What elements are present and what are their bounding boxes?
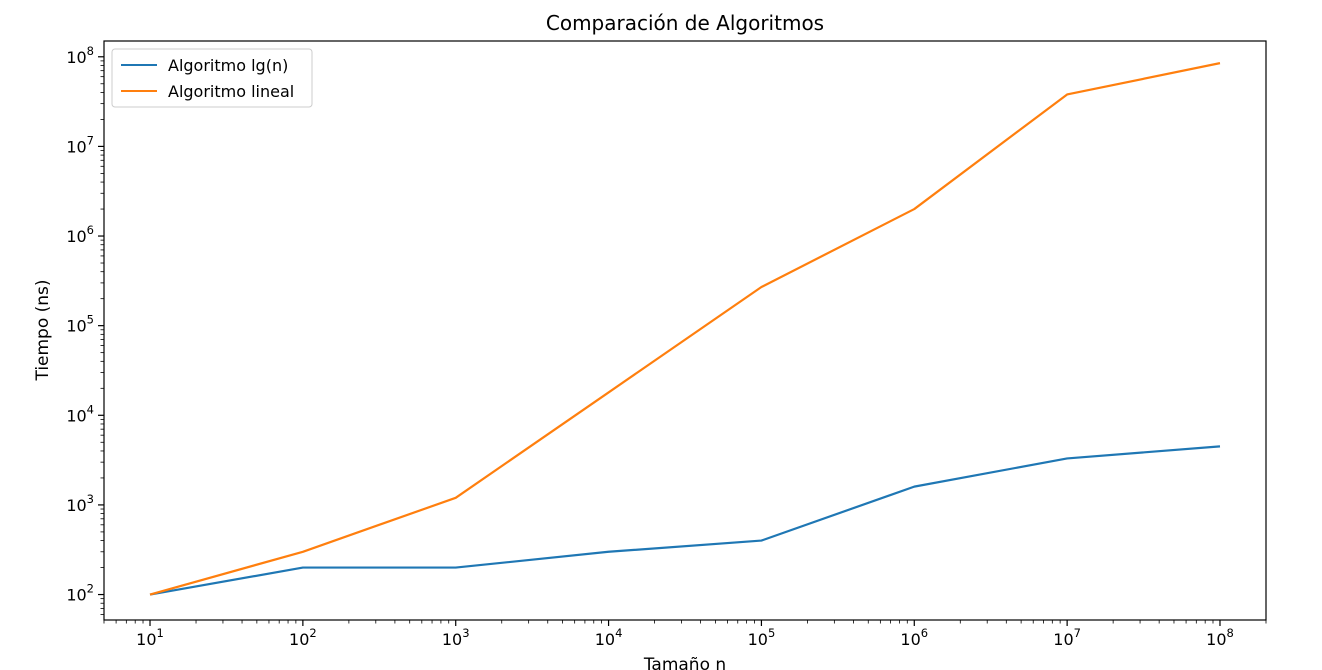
y-axis-label: Tiempo (ns) — [33, 279, 53, 381]
series-line-0 — [149, 445, 1221, 596]
x-tick-label-5: 106 — [900, 626, 928, 649]
legend-label-lg: Algoritmo lg(n) — [168, 56, 288, 75]
x-tick-label-0: 101 — [136, 626, 164, 649]
y-tick-label-4: 106 — [66, 223, 94, 246]
x-axis-label: Tamaño n — [643, 655, 726, 670]
x-tick-label-2: 103 — [442, 626, 470, 649]
y-tick-label-0: 102 — [66, 582, 94, 605]
x-tick-label-7: 108 — [1206, 626, 1234, 649]
legend-box — [111, 48, 313, 108]
x-tick-label-1: 102 — [289, 626, 317, 649]
y-tick-label-3: 105 — [66, 313, 94, 336]
y-tick-label-6: 108 — [66, 44, 94, 67]
x-axis: 101 102 103 104 105 106 107 108 — [103, 620, 1267, 649]
plot-area — [103, 40, 1267, 621]
chart-title: Comparación de Algoritmos — [546, 11, 824, 35]
series-line-1 — [149, 62, 1221, 596]
y-tick-label-5: 107 — [66, 133, 94, 156]
legend: Algoritmo lg(n) Algoritmo lineal — [111, 48, 313, 108]
y-tick-label-2: 104 — [66, 402, 94, 425]
x-tick-label-4: 105 — [748, 626, 776, 649]
y-tick-label-1: 103 — [66, 492, 94, 515]
x-tick-label-6: 107 — [1053, 626, 1081, 649]
series-layer — [149, 62, 1221, 596]
y-axis: 102 103 104 105 106 107 108 — [66, 44, 104, 615]
x-tick-label-3: 104 — [595, 626, 623, 649]
legend-label-lineal: Algoritmo lineal — [168, 82, 294, 101]
plot-frame — [103, 40, 1267, 621]
